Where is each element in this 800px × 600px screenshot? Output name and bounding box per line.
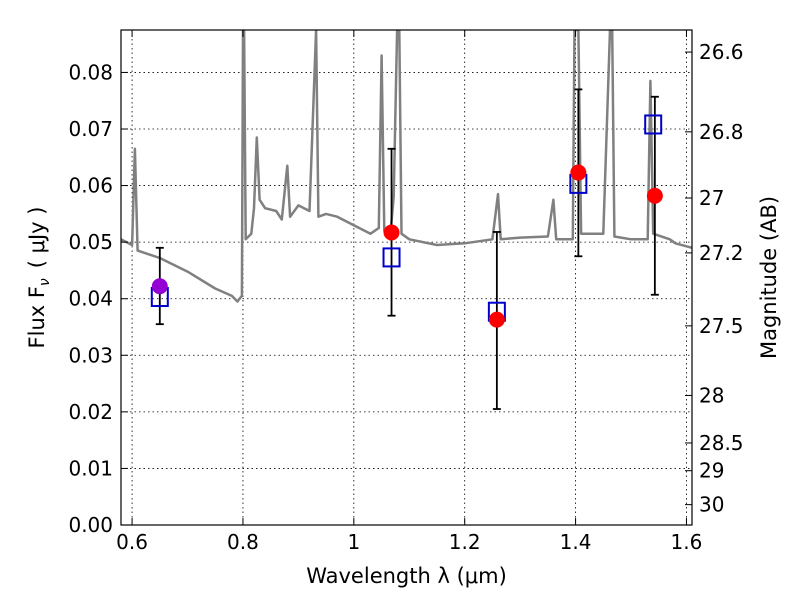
y-tick-label: 0.05 xyxy=(68,230,113,254)
x-tick-label: 1.6 xyxy=(671,530,703,554)
right-tick-label: 28.5 xyxy=(699,431,744,455)
model-spectrum-line xyxy=(121,30,692,303)
y-tick-label: 0.02 xyxy=(68,400,113,424)
y-tick-label: 0.07 xyxy=(68,117,113,141)
right-axis-title: Magnitude (AB) xyxy=(757,196,781,359)
ticks-layer: 0.6 0.8 1 1.2 1.4 1.6 0.00 0.01 0.02 0.03 0.04 0.05… xyxy=(68,30,744,554)
plot-frame xyxy=(120,29,693,526)
observed-flux-point xyxy=(646,187,663,204)
y-tick-label: 0.03 xyxy=(68,343,113,367)
y-tick-label: 0.00 xyxy=(68,513,113,537)
model-flux-square xyxy=(382,247,401,268)
y-axis-title-unit: ( μJy ) xyxy=(25,207,49,269)
right-tick-label: 29 xyxy=(699,459,724,483)
model-spectrum-layer xyxy=(121,30,692,303)
x-axis-title: Wavelength λ (μm) xyxy=(306,564,507,588)
y-axis-title: Flux Fν ( μJy ) xyxy=(25,207,53,349)
right-tick-label: 28 xyxy=(699,383,724,407)
observed-flux-point xyxy=(151,278,168,295)
x-tick-label: 0.6 xyxy=(116,530,148,554)
right-tick-label: 26.6 xyxy=(699,40,744,64)
y-tick-label: 0.04 xyxy=(68,287,113,311)
right-tick-label: 27 xyxy=(699,186,724,210)
observed-flux-point xyxy=(488,311,505,328)
error-bars-layer xyxy=(155,88,659,410)
y-tick-label: 0.06 xyxy=(68,174,113,198)
right-tick-label: 27.2 xyxy=(699,241,744,265)
observed-flux-point xyxy=(570,164,587,181)
y-axis-title-main: Flux F xyxy=(25,286,49,348)
y-axis-title-sub: ν xyxy=(37,278,53,286)
right-tick-label: 26.8 xyxy=(699,120,744,144)
model-flux-square xyxy=(644,114,663,135)
x-tick-label: 1 xyxy=(347,530,360,554)
x-tick-label: 1.4 xyxy=(560,530,592,554)
y-tick-label: 0.01 xyxy=(68,456,113,480)
right-tick-label: 30 xyxy=(699,493,724,517)
x-tick-label: 0.8 xyxy=(227,530,259,554)
x-tick-label: 1.2 xyxy=(449,530,481,554)
observed-flux-point xyxy=(383,224,400,241)
right-tick-label: 27.5 xyxy=(699,314,744,338)
y-tick-label: 0.08 xyxy=(68,60,113,84)
markers-layer xyxy=(150,114,663,328)
